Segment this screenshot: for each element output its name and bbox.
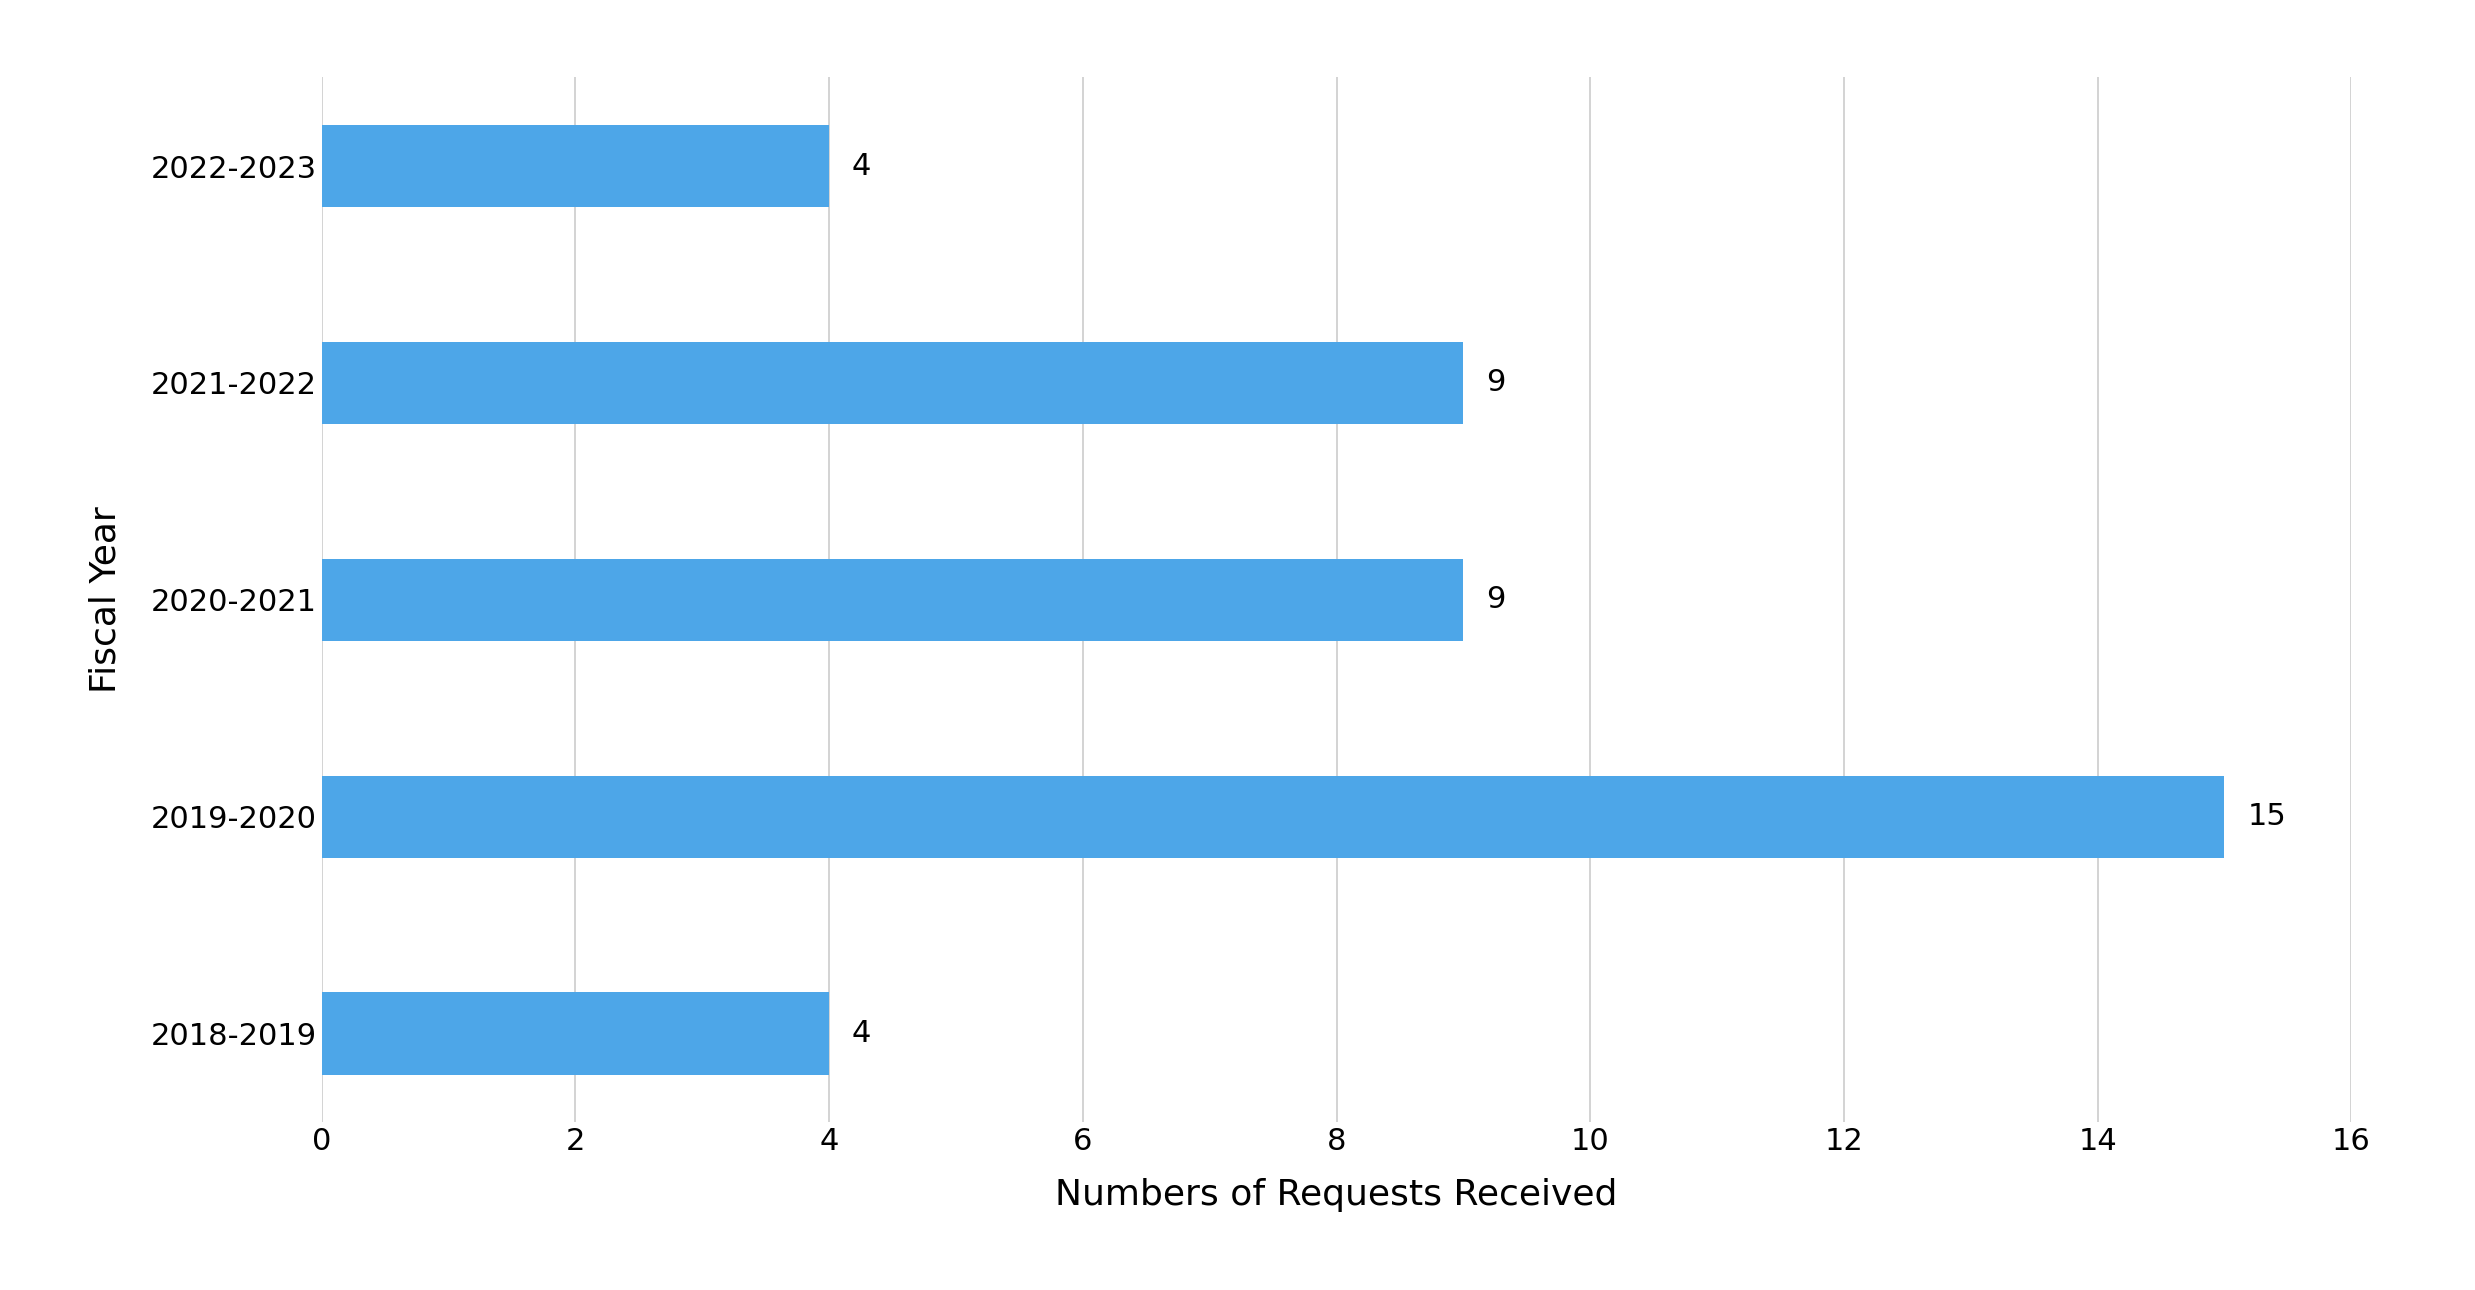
Bar (322, 559, 1463, 641)
Y-axis label: Fiscal Year: Fiscal Year (89, 507, 124, 693)
Bar (322, 125, 829, 208)
Text: 9: 9 (1485, 586, 1505, 614)
Text: 4: 4 (851, 1019, 871, 1047)
Bar (322, 342, 1463, 424)
X-axis label: Numbers of Requests Received: Numbers of Requests Received (1054, 1178, 1619, 1213)
Bar (322, 775, 2225, 858)
Text: 4: 4 (851, 152, 871, 181)
Text: 9: 9 (1485, 369, 1505, 397)
Bar (322, 992, 829, 1075)
Text: 15: 15 (2247, 802, 2287, 831)
